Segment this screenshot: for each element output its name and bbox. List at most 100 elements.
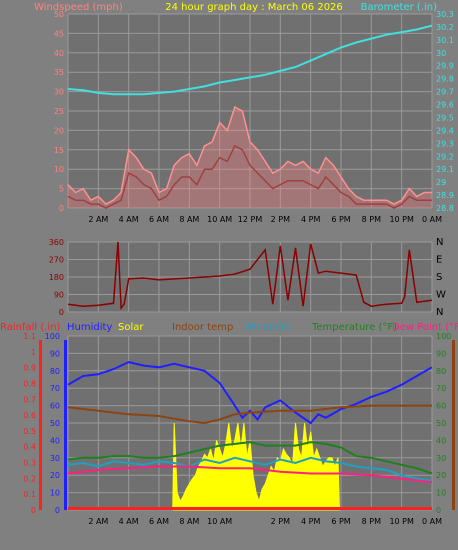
y-right-tick-label: S: [436, 272, 442, 283]
y-left-tick-label: 45: [54, 29, 64, 38]
y-left-tick-label: 60: [50, 402, 60, 411]
indoor-temp-series-line: [67, 404, 432, 425]
y-right-tick-label: 29.4: [436, 126, 454, 135]
y-left-tick-label: 70: [50, 384, 60, 393]
y-right-tick-label: 70: [436, 384, 446, 393]
y-rain-tick-label: 0.1: [23, 490, 36, 499]
rain-axis-bar: [39, 340, 42, 510]
y-rain-tick-label: 0.8: [23, 379, 36, 388]
y-right-tick-label: W: [436, 290, 446, 301]
x-tick-label: 12 PM: [238, 215, 263, 224]
windchill-series-line: [67, 456, 433, 482]
indoor-axis-bar: [452, 340, 455, 510]
y-right-tick-label: 20: [436, 471, 446, 480]
x-tick-label: 2 AM: [88, 215, 108, 224]
legend-humidity: Humidity: [67, 322, 112, 333]
y-left-tick-label: 100: [45, 332, 60, 341]
y-left-tick-label: 0: [59, 204, 64, 213]
y-right-tick-label: 60: [436, 402, 446, 411]
wind-direction-series-line: [67, 241, 433, 311]
windspeed-axis-label: Windspeed (mph): [34, 2, 123, 13]
y-right-tick-label: 29.2: [436, 152, 454, 161]
x-tick-label: 0 AM: [422, 215, 442, 224]
y-rain-tick-label: 0.3: [23, 459, 36, 468]
y-rain-tick-label: 0.2: [23, 474, 36, 483]
y-right-tick-label: 29.8: [436, 75, 454, 84]
x-tick-label: 4 PM: [301, 517, 320, 526]
x-tick-label: 2 PM: [271, 517, 290, 526]
y-rain-tick-label: 0: [31, 506, 36, 515]
rainfall-baseline: [68, 507, 432, 510]
y-right-tick-label: 30: [436, 49, 446, 58]
y-right-tick-label: 100: [436, 332, 451, 341]
x-tick-label: 6 AM: [149, 517, 169, 526]
x-tick-label: 8 PM: [362, 517, 381, 526]
x-tick-label: 4 AM: [119, 517, 139, 526]
legend-rainfall: Rainfall (.in): [0, 322, 61, 333]
y-right-tick-label: 40: [436, 436, 446, 445]
y-left-tick-label: 90: [50, 349, 60, 358]
y-right-tick-label: 29.6: [436, 101, 454, 110]
legend-indoor-temp: Indoor temp: [172, 322, 233, 333]
y-right-tick-label: 29.7: [436, 88, 454, 97]
y-left-tick-label: 40: [54, 49, 64, 58]
legend: Rainfall (.in) Humidity Solar Indoor tem…: [0, 322, 458, 333]
legend-dewpoint: Dew Point (°F): [392, 322, 458, 333]
y-left-tick-label: 0: [59, 308, 64, 317]
y-left-tick-label: 10: [54, 165, 64, 174]
wind-average-series-line: [67, 144, 432, 209]
y-right-tick-label: 29.9: [436, 62, 454, 71]
y-left-tick-label: 15: [54, 146, 64, 155]
y-right-tick-label: N: [436, 307, 443, 318]
y-right-tick-label: 28.9: [436, 191, 454, 200]
y-right-tick-label: 30.3: [436, 10, 454, 19]
chart-title: 24 hour graph day : March 06 2026: [165, 2, 343, 13]
y-rain-tick-label: 1.1: [23, 332, 36, 341]
y-left-tick-label: 270: [49, 256, 64, 265]
y-left-tick-label: 0: [55, 506, 60, 515]
y-right-tick-label: 29.3: [436, 139, 454, 148]
temperature-series-line: [67, 441, 433, 475]
y-left-tick-label: 20: [50, 471, 60, 480]
y-rain-tick-label: 0.9: [23, 364, 36, 373]
y-right-tick-label: 10: [436, 489, 446, 498]
y-right-tick-label: 29: [436, 178, 446, 187]
y-right-tick-label: 30.1: [436, 36, 454, 45]
y-left-tick-label: 90: [54, 291, 64, 300]
x-tick-label: 6 PM: [331, 215, 350, 224]
y-right-tick-label: 29.1: [436, 165, 454, 174]
y-left-tick-label: 20: [54, 126, 64, 135]
x-tick-label: 10 AM: [207, 517, 232, 526]
y-left-tick-label: 25: [54, 107, 64, 116]
x-tick-label: 6 PM: [331, 517, 350, 526]
y-rain-tick-label: 0.5: [23, 427, 36, 436]
x-tick-label: 6 AM: [149, 215, 169, 224]
barometer-axis-label: Barometer (.in): [361, 2, 437, 13]
y-right-tick-label: 80: [436, 367, 446, 376]
y-right-tick-label: 29.5: [436, 113, 454, 122]
y-left-tick-label: 40: [50, 436, 60, 445]
x-tick-label: 4 AM: [119, 215, 139, 224]
y-right-tick-label: 90: [436, 349, 446, 358]
x-tick-label: 2 AM: [88, 517, 108, 526]
y-right-tick-label: 50: [436, 419, 446, 428]
legend-solar: Solar: [118, 322, 144, 333]
y-right-tick-label: 0: [436, 506, 441, 515]
x-tick-label: 10 PM: [389, 215, 414, 224]
y-left-tick-label: 80: [50, 367, 60, 376]
x-tick-label: 2 PM: [271, 215, 290, 224]
x-tick-label: 8 AM: [179, 215, 199, 224]
x-tick-label: 4 PM: [301, 215, 320, 224]
y-left-tick-label: 50: [50, 419, 60, 428]
y-right-tick-label: 30.2: [436, 23, 454, 32]
y-right-tick-label: N: [436, 237, 443, 248]
legend-windchill: Windchill: [244, 322, 289, 333]
y-rain-tick-label: 0.7: [23, 395, 36, 404]
barometer-series-line: [67, 24, 433, 96]
y-right-tick-label: 28.8: [436, 204, 454, 213]
y-rain-tick-label: 0.4: [23, 443, 36, 452]
y-left-tick-label: 5: [59, 185, 64, 194]
dewpoint-series-line: [67, 465, 433, 484]
